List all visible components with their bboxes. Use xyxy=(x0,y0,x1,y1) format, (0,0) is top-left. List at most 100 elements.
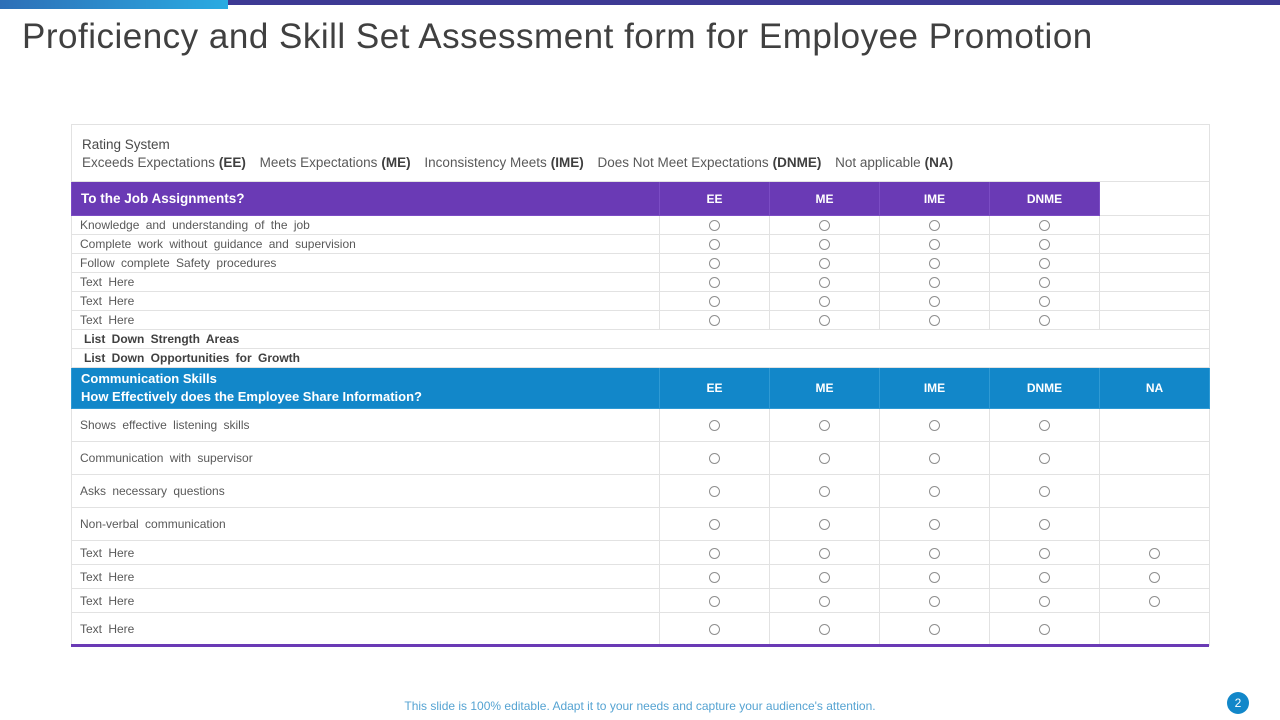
radio-ee[interactable] xyxy=(709,420,720,432)
rating-cell-dnme xyxy=(989,291,1100,311)
assessment-row: Non-verbal communication xyxy=(71,507,1211,541)
radio-me[interactable] xyxy=(819,258,830,270)
radio-dnme[interactable] xyxy=(1039,595,1050,607)
radio-me[interactable] xyxy=(819,486,830,498)
radio-dnme[interactable] xyxy=(1039,296,1050,308)
radio-ime[interactable] xyxy=(929,486,940,498)
radio-dnme[interactable] xyxy=(1039,277,1050,289)
radio-ime[interactable] xyxy=(929,258,940,270)
row-label: Text Here xyxy=(71,291,660,311)
rating-cell-na xyxy=(1098,253,1211,273)
radio-ee[interactable] xyxy=(709,277,720,289)
radio-ime[interactable] xyxy=(929,220,940,232)
rating-cell-na xyxy=(1098,310,1211,330)
rating-cell-ee xyxy=(659,564,770,589)
rating-cell-dnme xyxy=(989,441,1100,475)
row-label: Text Here xyxy=(71,272,660,292)
rating-cell-dnme xyxy=(989,588,1100,613)
rating-cell-me xyxy=(769,441,880,475)
radio-na[interactable] xyxy=(1149,595,1160,607)
radio-dnme[interactable] xyxy=(1039,258,1050,270)
radio-dnme[interactable] xyxy=(1039,315,1050,327)
radio-me[interactable] xyxy=(819,595,830,607)
radio-me[interactable] xyxy=(819,277,830,289)
rating-cell-ime xyxy=(879,507,990,541)
rating-cell-ime xyxy=(879,588,990,613)
column-header-ime: IME xyxy=(879,367,990,409)
radio-ee[interactable] xyxy=(709,624,720,636)
radio-ee[interactable] xyxy=(709,547,720,559)
radio-me[interactable] xyxy=(819,571,830,583)
radio-na[interactable] xyxy=(1149,547,1160,559)
radio-ee[interactable] xyxy=(709,258,720,270)
radio-ime[interactable] xyxy=(929,315,940,327)
row-label: Text Here xyxy=(71,612,660,646)
row-label: Shows effective listening skills xyxy=(71,408,660,442)
radio-ime[interactable] xyxy=(929,296,940,308)
radio-dnme[interactable] xyxy=(1039,220,1050,232)
radio-dnme[interactable] xyxy=(1039,519,1050,531)
rating-cell-ime xyxy=(879,540,990,565)
assessment-row: Text Here xyxy=(71,612,1211,646)
radio-ime[interactable] xyxy=(929,547,940,559)
column-header-dnme: DNME xyxy=(989,181,1100,216)
radio-na[interactable] xyxy=(1149,571,1160,583)
radio-dnme[interactable] xyxy=(1039,571,1050,583)
radio-me[interactable] xyxy=(819,547,830,559)
legend-label: Inconsistency Meets xyxy=(424,154,547,170)
radio-ee[interactable] xyxy=(709,519,720,531)
radio-ime[interactable] xyxy=(929,277,940,289)
legend-label: Meets Expectations xyxy=(259,154,378,170)
rating-cell-na xyxy=(1098,291,1211,311)
radio-ee[interactable] xyxy=(709,239,720,251)
radio-me[interactable] xyxy=(819,296,830,308)
column-header-dnme: DNME xyxy=(989,367,1100,409)
radio-dnme[interactable] xyxy=(1039,486,1050,498)
rating-cell-dnme xyxy=(989,408,1100,442)
radio-ime[interactable] xyxy=(929,571,940,583)
radio-dnme[interactable] xyxy=(1039,453,1050,465)
radio-ee[interactable] xyxy=(709,453,720,465)
growth-opportunities-row: List Down Opportunities for Growth xyxy=(70,348,1211,368)
radio-ee[interactable] xyxy=(709,296,720,308)
radio-ee[interactable] xyxy=(709,315,720,327)
radio-ee[interactable] xyxy=(709,571,720,583)
radio-me[interactable] xyxy=(819,624,830,636)
rating-cell-na xyxy=(1098,588,1211,613)
section1-header-row: To the Job Assignments? EE ME IME DNME xyxy=(71,181,1211,216)
radio-dnme[interactable] xyxy=(1039,420,1050,432)
section2-title-line2: How Effectively does the Employee Share … xyxy=(81,389,422,404)
radio-dnme[interactable] xyxy=(1039,624,1050,636)
radio-ime[interactable] xyxy=(929,624,940,636)
radio-ime[interactable] xyxy=(929,453,940,465)
rating-cell-dnme xyxy=(989,612,1100,646)
radio-ee[interactable] xyxy=(709,486,720,498)
radio-me[interactable] xyxy=(819,519,830,531)
assessment-row: Text Here xyxy=(71,310,1211,330)
radio-dnme[interactable] xyxy=(1039,547,1050,559)
radio-ime[interactable] xyxy=(929,239,940,251)
radio-ime[interactable] xyxy=(929,595,940,607)
radio-ee[interactable] xyxy=(709,220,720,232)
table-bottom-accent-line xyxy=(71,644,1209,647)
row-label: Text Here xyxy=(71,588,660,613)
radio-ime[interactable] xyxy=(929,420,940,432)
legend-label: Not applicable xyxy=(835,154,921,170)
rating-cell-ime xyxy=(879,291,990,311)
radio-me[interactable] xyxy=(819,315,830,327)
radio-dnme[interactable] xyxy=(1039,239,1050,251)
radio-ime[interactable] xyxy=(929,519,940,531)
rating-cell-me xyxy=(769,507,880,541)
column-header-ime: IME xyxy=(879,181,990,216)
page-number-badge: 2 xyxy=(1227,692,1249,714)
assessment-form-table: Rating System Exceeds Expectations (EE) M… xyxy=(70,124,1211,646)
rating-cell-na xyxy=(1098,272,1211,292)
radio-me[interactable] xyxy=(819,220,830,232)
radio-me[interactable] xyxy=(819,453,830,465)
rating-cell-ime xyxy=(879,474,990,508)
radio-me[interactable] xyxy=(819,420,830,432)
radio-me[interactable] xyxy=(819,239,830,251)
rating-cell-ee xyxy=(659,474,770,508)
radio-ee[interactable] xyxy=(709,595,720,607)
growth-opportunities-label: List Down Opportunities for Growth xyxy=(70,348,1211,368)
